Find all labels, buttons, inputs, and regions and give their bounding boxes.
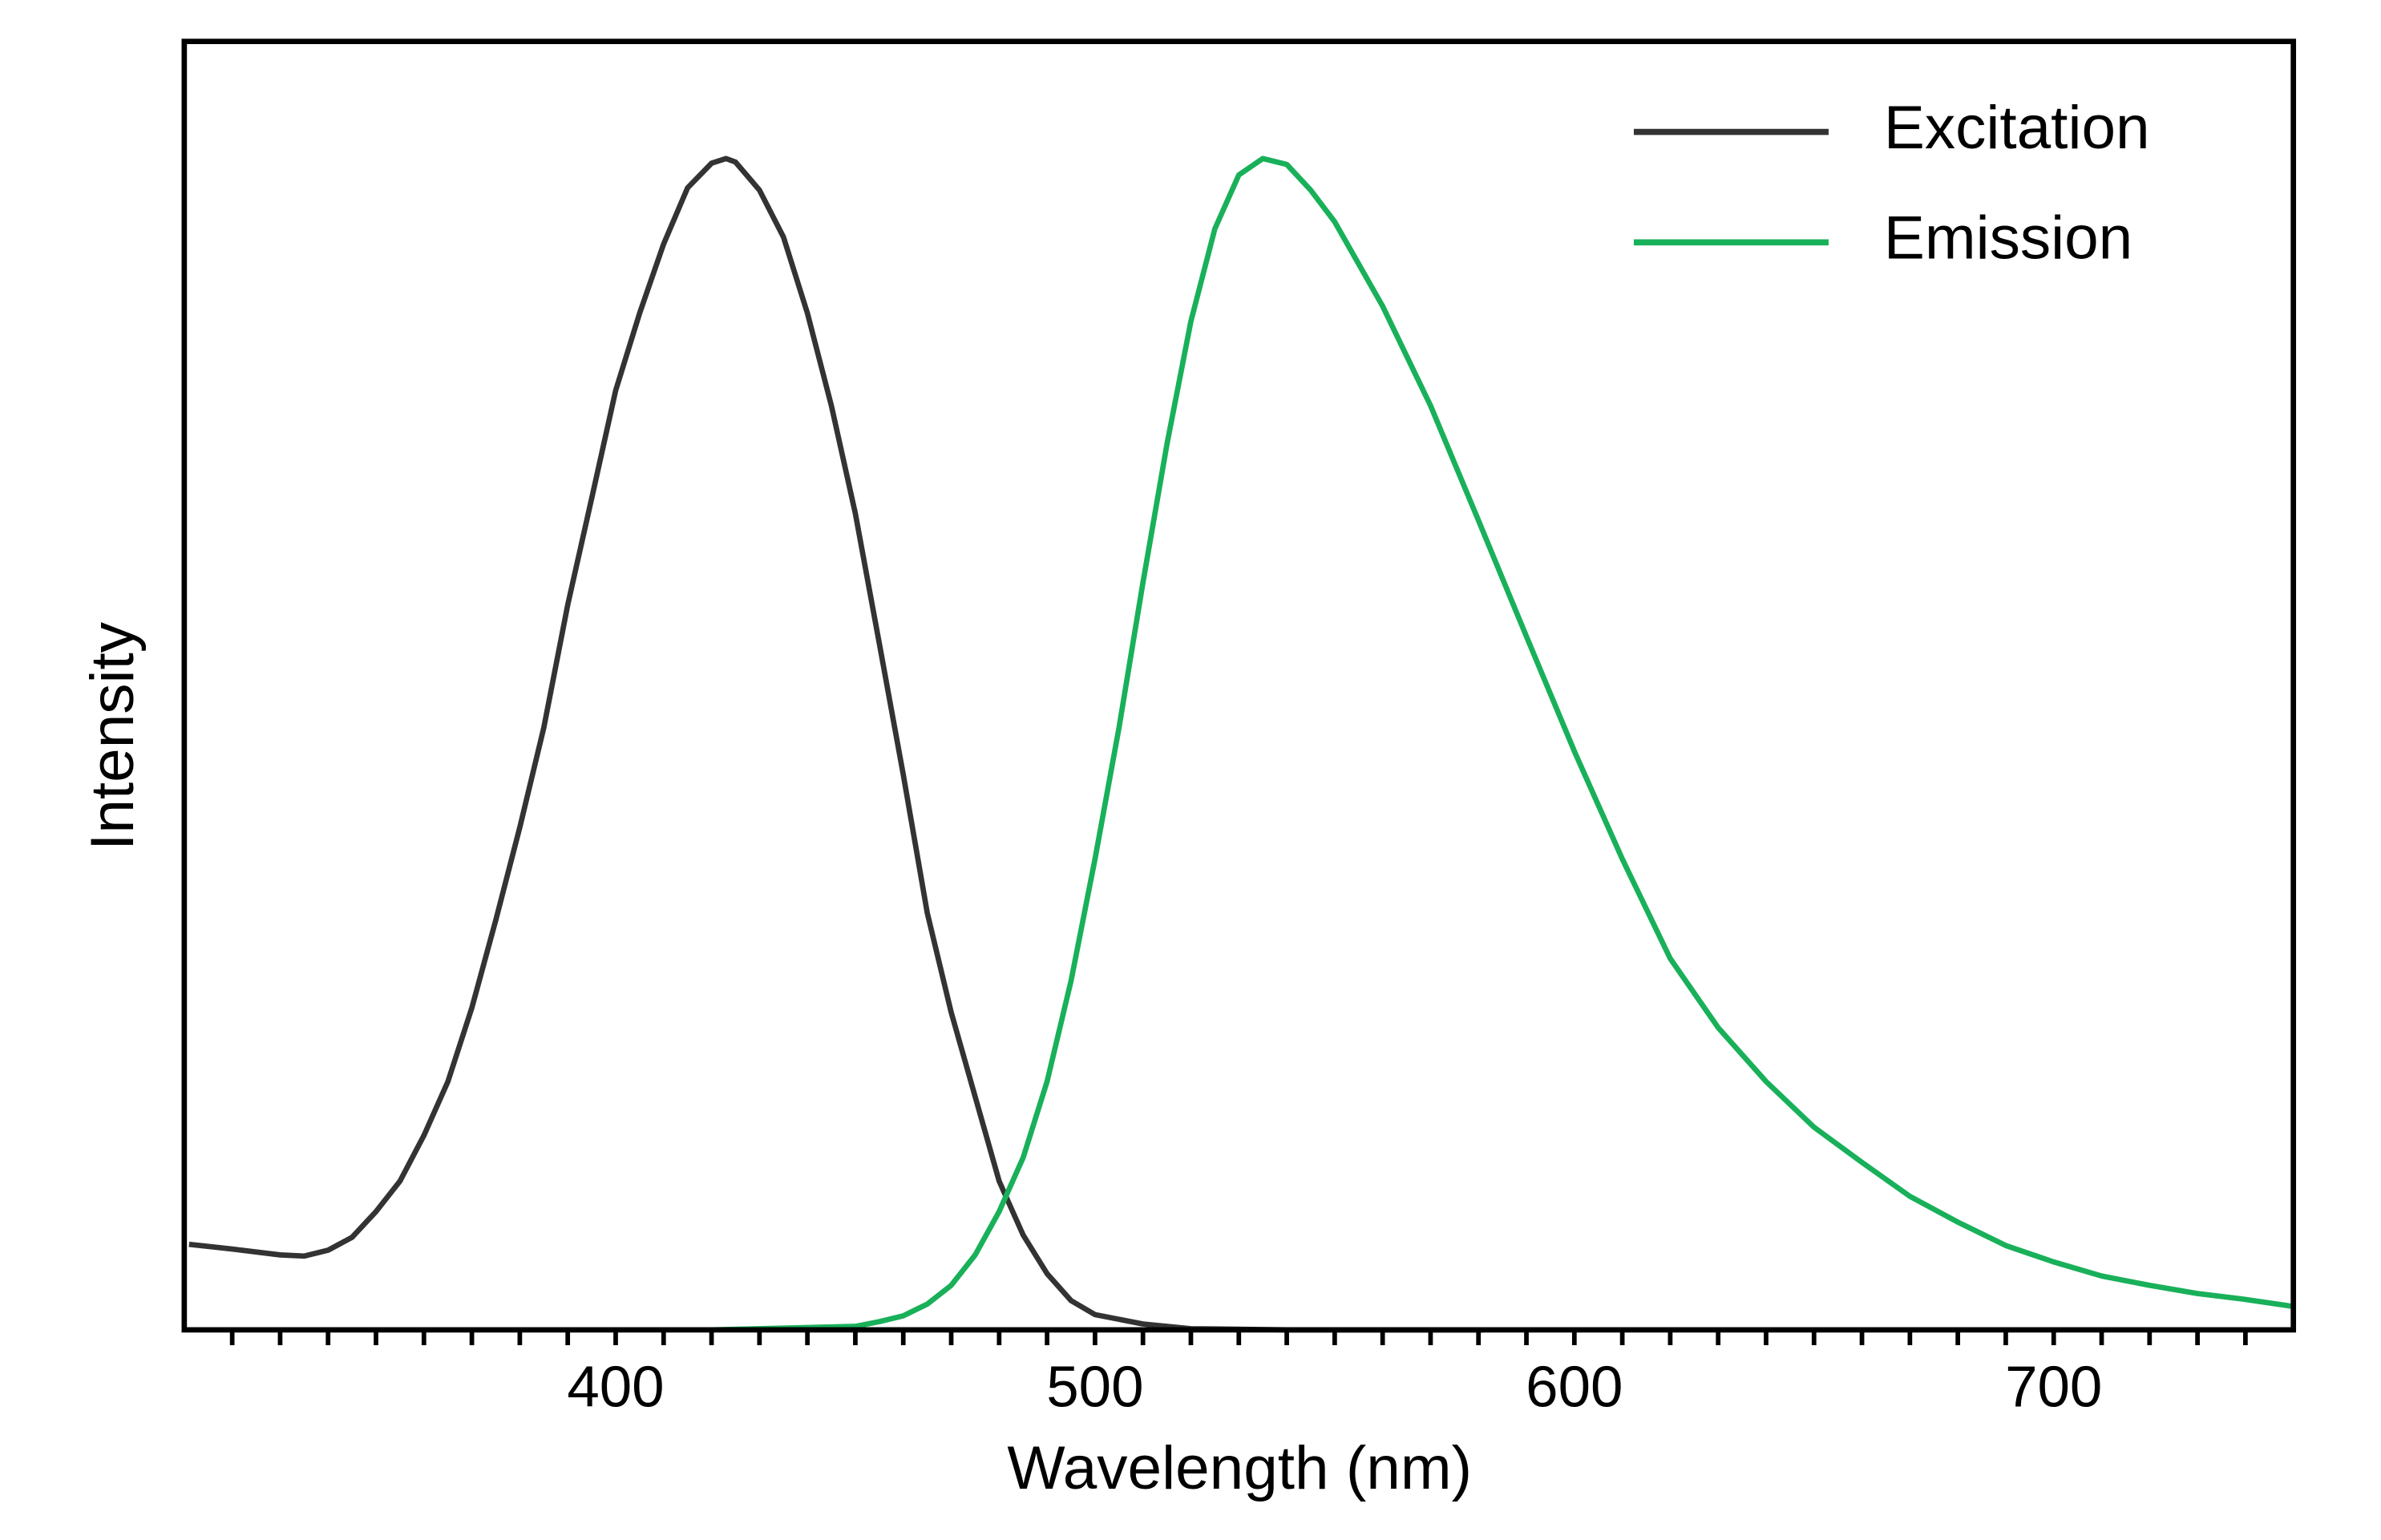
- legend-label: Excitation: [1884, 94, 2150, 162]
- x-tick-label: 400: [567, 1355, 664, 1420]
- legend-label: Emission: [1884, 204, 2132, 273]
- x-tick-label: 500: [1046, 1355, 1143, 1420]
- series-line: [188, 156, 1484, 1333]
- x-tick-label: 700: [2005, 1355, 2102, 1420]
- x-tick-label: 600: [1526, 1355, 1623, 1420]
- series-line: [711, 156, 2294, 1333]
- x-axis-label: Wavelength (nm): [1007, 1434, 1472, 1502]
- y-axis-label: Intensity: [79, 621, 147, 851]
